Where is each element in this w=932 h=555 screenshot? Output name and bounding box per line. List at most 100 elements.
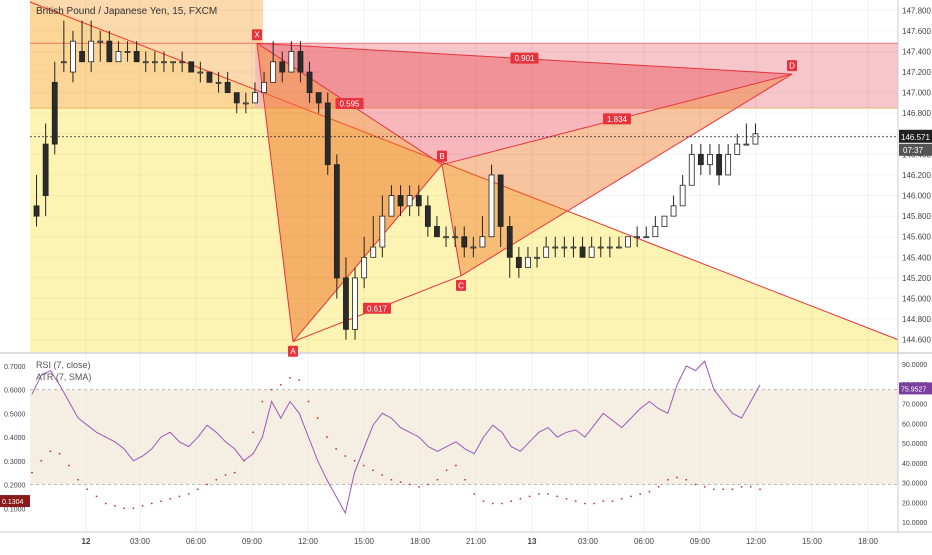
candle-body [397,195,404,207]
atr-dot [685,478,688,481]
atr-dot [418,486,420,488]
atr-dot [740,486,743,488]
x-tick-label: 15:00 [354,537,375,546]
candle-body [643,236,650,239]
candle-body [707,153,713,166]
atr-dot [289,376,291,379]
candle-body [151,61,158,64]
atr-dot [676,476,678,479]
atr-dot [86,488,89,491]
candle-body [670,205,677,217]
atr-dot [390,478,393,481]
atr-dot [362,464,365,467]
rsi-tick-label: 90.0000 [902,362,927,369]
atr-dot [243,459,245,462]
candle-body [179,61,186,64]
candle-body [697,153,704,166]
candle-body [133,51,140,63]
atr-dot [160,500,162,503]
pattern-point-badge [437,150,447,162]
candle-body [479,236,486,248]
x-tick-label: 06:00 [634,537,655,546]
candle-body [434,226,440,238]
candle-body [60,61,67,64]
atr-dot [537,493,540,495]
candle-body [488,174,495,238]
atr-dot [196,488,199,491]
ratio-badge [510,52,539,64]
price-tick-label: 147.800 [902,6,931,15]
atr-dot [722,488,725,491]
candle-body [588,246,595,258]
atr-dot [307,400,310,403]
atr-dot [344,455,347,457]
candle-body [652,226,659,238]
pattern-point-badge [252,29,262,41]
candle-body [97,40,104,43]
pattern-leg [292,164,443,343]
atr-dot [58,452,61,455]
atr-dot [381,474,384,476]
price-tick-label: 147.200 [902,68,931,77]
atr-dot [630,495,632,498]
atr-dot [584,502,586,505]
candle-body [406,195,413,207]
last-price-label: 146.571 [901,133,930,142]
pattern-leg [460,73,793,277]
atr-dot [713,488,715,491]
pattern-point-badge [787,60,797,72]
candle-body [315,92,322,104]
atr-dot [620,497,623,500]
atr-dot [372,469,374,472]
candle-body [70,40,76,73]
x-tick-label: 15:00 [802,537,823,546]
atr-tick-label: 0.4000 [4,435,26,442]
candle-body [497,174,504,227]
atr-dot [150,502,153,505]
x-tick-label: 09:00 [690,537,711,546]
price-tick-label: 145.600 [902,233,931,242]
atr-dot [261,400,264,403]
candle-body [306,71,313,94]
price-tick-label: 144.800 [902,315,931,324]
rsi-tick-label: 10.0000 [902,520,927,527]
price-tick-label: 145.200 [902,274,931,283]
atr-dot [252,431,255,434]
atr-dot [427,483,430,486]
atr-dot [510,500,513,503]
x-tick-label: 12:00 [298,537,319,546]
atr-dot [731,488,734,491]
rsi-line [31,360,761,515]
rsi-tick-label: 70.0000 [902,402,927,409]
candle-body [461,236,468,248]
price-tick-label: 147.000 [902,89,931,98]
candle-body [625,236,631,248]
candle-body [388,195,395,217]
candle-body [106,40,113,63]
atr-dot [464,478,467,481]
atr-dot [519,497,522,500]
atr-value-badge [0,495,30,508]
atr-dot [279,383,282,386]
candle-body [506,226,513,258]
candle-body [606,246,613,249]
rsi-tick-label: 50.0000 [902,441,927,448]
atr-tick-label: 0.7000 [4,364,26,371]
atr-legend: ATR (7, SMA) [36,372,92,382]
candle-body [115,51,122,63]
atr-dot [123,507,126,510]
atr-dot [31,471,33,474]
pattern-point-label: D [789,62,795,71]
last-price-badge [899,129,932,143]
atr-dot [694,483,697,486]
pattern-point-badge [288,345,298,357]
candle-body [206,71,213,83]
ratio-label: 0.901 [514,54,535,63]
rsi-tick-label: 40.0000 [902,461,927,468]
x-tick-label: 18:00 [858,537,879,546]
atr-dot [473,493,476,495]
atr-dot [501,502,503,505]
atr-value-label: 0.1304 [2,499,24,506]
